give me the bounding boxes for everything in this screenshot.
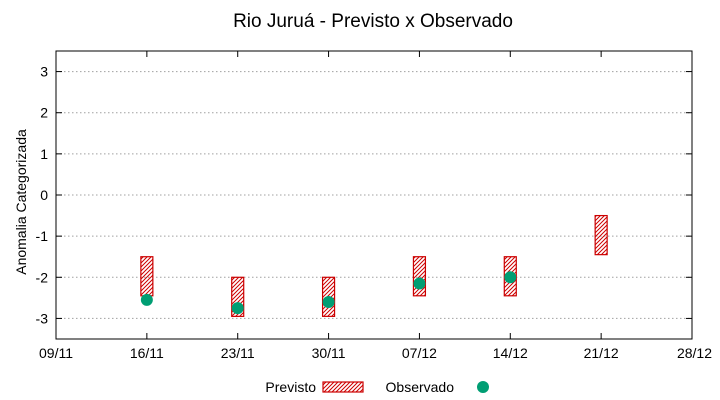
legend-label-previsto: Previsto (265, 379, 316, 395)
x-tick-label: 21/12 (584, 345, 619, 361)
previsto-range-box (412, 256, 427, 297)
x-tick-label: 23/11 (221, 345, 255, 361)
x-tick-label: 14/12 (493, 345, 528, 361)
observado-point (413, 277, 426, 290)
observado-point (322, 295, 335, 308)
x-tick-label: 28/12 (677, 345, 712, 361)
axis-ticks (55, 51, 693, 339)
observado-point (140, 293, 153, 306)
legend-swatch-previsto (322, 381, 364, 393)
y-tick-label: 0 (40, 187, 48, 203)
previsto-range-box (140, 256, 154, 297)
series-previsto (140, 214, 608, 317)
observado-point (231, 302, 244, 315)
x-tick-label: 30/11 (312, 345, 346, 361)
legend-label-observado: Observado (386, 379, 455, 395)
series-observado (140, 271, 517, 315)
observado-point (504, 271, 517, 284)
legend: Previsto Observado (265, 379, 489, 395)
y-tick-label: 3 (40, 64, 48, 80)
x-tick-label: 09/11 (39, 345, 73, 361)
y-tick-labels: 3 2 1 0 -1 -2 -3 (36, 64, 49, 327)
y-tick-label: -3 (36, 310, 49, 326)
x-tick-label: 07/12 (402, 345, 437, 361)
x-tick-label: 16/11 (130, 345, 164, 361)
y-tick-label: -2 (36, 269, 49, 285)
legend-marker-observado (477, 381, 489, 393)
y-tick-label: 1 (40, 146, 48, 162)
y-axis-label: Anomalia Categorizada (13, 129, 29, 275)
chart-title: Rio Juruá - Previsto x Observado (233, 11, 513, 32)
y-tick-label: 2 (40, 105, 48, 121)
y-tick-label: -1 (36, 228, 49, 244)
x-tick-labels: 09/11 16/11 23/11 30/11 07/12 14/12 21/12 28/12 (39, 345, 712, 361)
previsto-range-box (594, 214, 608, 256)
